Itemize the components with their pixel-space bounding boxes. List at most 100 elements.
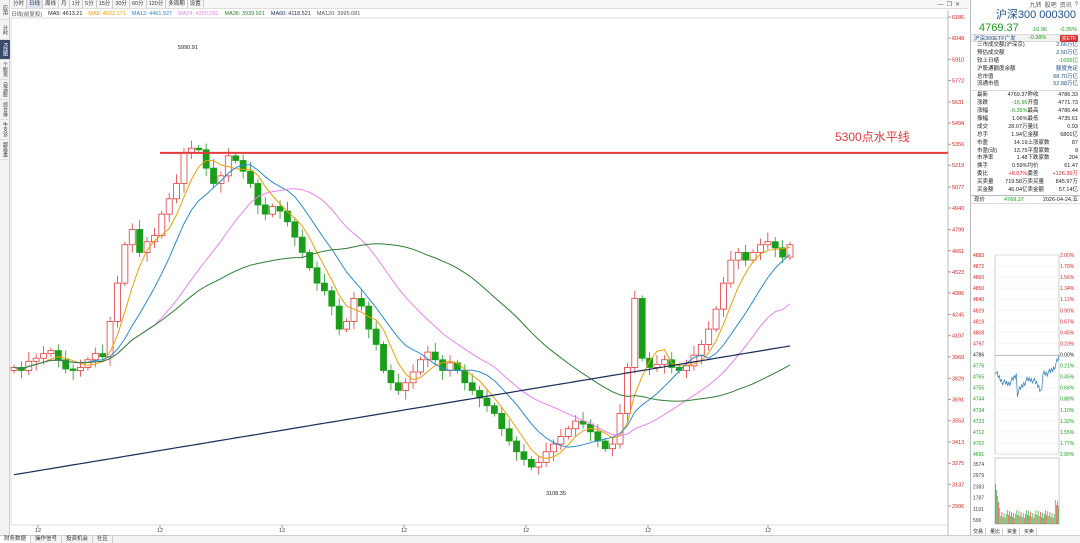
quote-cell: 买金额 <box>977 187 994 194</box>
quote-cell: 最低 <box>1027 116 1039 123</box>
market-info: 三市成交额(沪深京) 2.66万亿 预估成交额 2.50万亿 较上日缩 -1656亿 沪股通… <box>971 42 1080 89</box>
mini-chart-header: 现价 4769.37 2026-04-24,五 <box>971 194 1080 204</box>
mini-vol-label: 596 <box>973 518 982 524</box>
left-nav-item[interactable]: 应用 <box>0 0 10 20</box>
x-tick-label: 12 <box>401 528 407 534</box>
quote-cell: 平盘家数 <box>1027 147 1050 154</box>
x-tick-label: 12 <box>157 528 163 534</box>
quote-cell: 涨幅 <box>977 108 989 115</box>
candle-body <box>513 440 520 453</box>
etf-row[interactable]: 沪深300ETF广发 -0.38% 买ETF <box>971 34 1080 42</box>
candle-body <box>609 443 617 450</box>
kline-chart[interactable]: 6186 6048 5910 5772 5631 5494 5356 5219 5077 4940… <box>0 0 970 535</box>
candle-body <box>624 367 631 414</box>
left-nav-item[interactable]: 分时 <box>0 20 10 40</box>
quote-cell: 1.06% <box>1011 116 1028 123</box>
candle-body <box>660 359 668 365</box>
y-tick-label: 3413 <box>952 440 964 446</box>
left-nav-item[interactable]: 牛叉诊股 <box>0 120 10 140</box>
right-top-button[interactable]: 资讯 <box>1059 3 1072 9</box>
candle-body <box>402 382 410 391</box>
period-tab[interactable]: 30分 <box>113 0 130 8</box>
candle-body <box>298 236 306 253</box>
period-tab[interactable]: 1分 <box>70 0 84 8</box>
quote-cell: 57.14亿 <box>1058 187 1078 194</box>
bottom-tab[interactable]: 投资机会 <box>62 536 94 543</box>
y-tick-label: 5219 <box>952 163 964 169</box>
period-tab[interactable]: 周线 <box>43 0 60 8</box>
etf-name[interactable]: 沪深300ETF广发 <box>974 36 1016 42</box>
candle-body <box>247 170 254 184</box>
quote-cell: 13.75 <box>1013 147 1028 154</box>
candle-body <box>54 350 62 361</box>
candle-body <box>712 308 720 330</box>
candle-body <box>387 370 395 384</box>
bottom-tab[interactable]: 社区 <box>93 536 114 543</box>
quote-cell: 均价 <box>1027 163 1039 170</box>
candle-body <box>461 370 469 384</box>
candle-body <box>128 229 136 246</box>
mini-left-label: 4776 <box>973 364 984 370</box>
minimize-icon[interactable]: — <box>937 1 944 8</box>
candle-body <box>180 152 188 184</box>
restore-icon[interactable]: ❐ <box>946 2 952 8</box>
right-top-button[interactable]: ? <box>1074 1 1078 8</box>
mini-tab[interactable]: 资金 <box>1005 527 1021 535</box>
mini-left-label: 4819 <box>973 319 984 325</box>
info-value: 额度充足 <box>1055 65 1078 72</box>
mini-tab[interactable]: 量比 <box>988 527 1004 535</box>
plot-frame <box>10 17 949 526</box>
left-nav-item[interactable]: 自选股 <box>0 80 10 100</box>
left-nav-item[interactable]: 超级盘口 <box>0 140 10 160</box>
etf-change: -0.38% <box>1028 35 1047 41</box>
period-tab[interactable]: 120分 <box>147 0 167 8</box>
period-tab[interactable]: 5分 <box>83 0 97 8</box>
candle-body <box>535 462 543 468</box>
bottom-tab[interactable]: 操作信号 <box>31 536 63 543</box>
quote-cell: 市盈 <box>977 139 989 146</box>
left-nav-item[interactable]: K线图 <box>0 40 10 60</box>
y-tick-label: 3137 <box>952 482 964 488</box>
period-tab[interactable]: 分时 <box>11 0 28 8</box>
period-tab[interactable]: 60分 <box>130 0 147 8</box>
period-tab[interactable]: 月 <box>59 0 70 8</box>
mini-tab[interactable]: 买卖 <box>1022 527 1038 535</box>
price-change: -16.96 <box>1031 27 1047 33</box>
quote-row: 委比 +8.07% 委差 +126.39万 <box>971 171 1080 179</box>
mini-left-label: 4840 <box>973 297 984 303</box>
mini-vol-label: 2383 <box>973 484 984 490</box>
candle-body <box>454 362 461 371</box>
buy-etf-button[interactable]: 买ETF <box>1059 34 1078 42</box>
intraday-mini-chart[interactable]: 4883 2.00% 4872 1.79% 4860 1.56% 4850 1.34% 4840… <box>971 248 1080 527</box>
period-tab[interactable]: 设置 <box>188 0 204 8</box>
mini-date: 2026-04-24,五 <box>1042 196 1078 203</box>
bottom-tab[interactable]: 财务数据 <box>0 536 32 543</box>
period-tab[interactable]: 日线 <box>27 0 44 8</box>
candle-body <box>232 155 240 161</box>
candle-body <box>683 365 690 371</box>
mini-tab[interactable]: 交易 <box>971 527 987 535</box>
candle-body <box>424 351 432 361</box>
candle-body <box>202 149 210 169</box>
left-nav-item[interactable]: 个股资料 <box>0 60 10 80</box>
period-tab[interactable]: 15分 <box>97 0 114 8</box>
quote-row: 涨幅 -0.35% 最高 4786.44 <box>971 108 1080 116</box>
quote-cell: 卖金额 <box>1027 187 1045 194</box>
quote-cell: 下跌家数 <box>1027 155 1050 162</box>
candle-body <box>757 244 764 253</box>
close-icon[interactable]: ✕ <box>954 2 960 8</box>
period-label[interactable]: 日线(前复权) <box>11 12 43 18</box>
period-tab[interactable]: 多周期 <box>166 0 188 8</box>
candle-body <box>638 298 646 359</box>
quote-cell: 0.93 <box>1067 123 1078 130</box>
ma12-label: MA12: 4461.927 <box>131 11 173 17</box>
right-top-button[interactable]: 股吧 <box>1044 3 1057 9</box>
mini-left-label: 4702 <box>973 441 984 447</box>
quote-cell: -0.35% <box>1010 108 1028 115</box>
mini-right-label: 1.77% <box>1060 441 1075 447</box>
ma8-label: MA8: 4632.171 <box>88 11 126 17</box>
quote-cell: 上涨家数 <box>1027 139 1050 146</box>
left-nav-item[interactable]: 综合排名 <box>0 100 10 120</box>
right-top-button[interactable]: 九转 <box>1029 3 1042 9</box>
candle-body <box>136 229 144 253</box>
